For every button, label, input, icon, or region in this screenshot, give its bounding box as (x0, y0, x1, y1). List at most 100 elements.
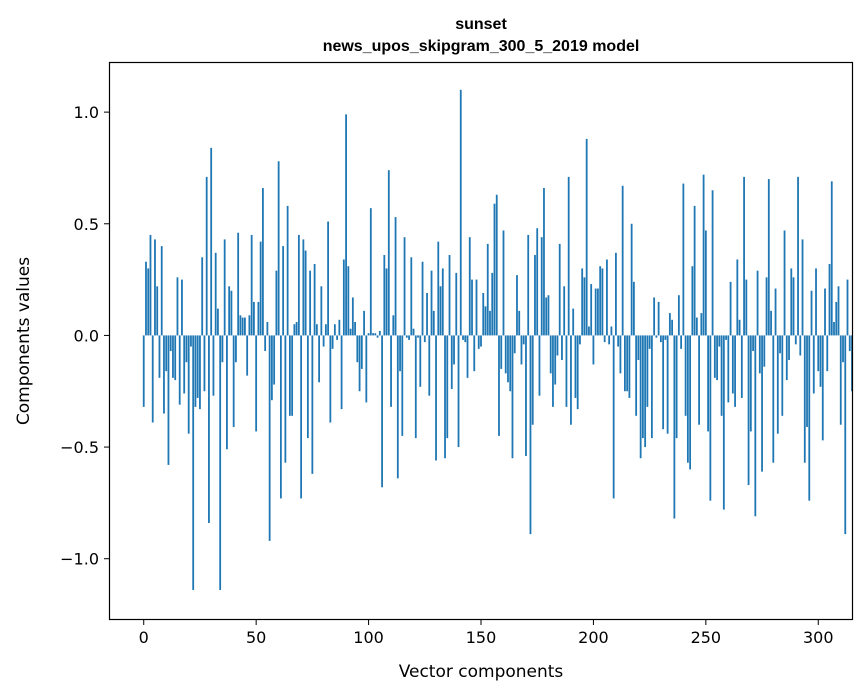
bar-component-265 (738, 319, 741, 336)
bar-component-105 (378, 330, 381, 336)
bar-component-101 (369, 208, 372, 336)
bar-component-287 (788, 335, 790, 360)
bar-component-257 (720, 335, 723, 416)
bar-component-263 (734, 335, 736, 407)
y-tick-label: 0.0 (74, 326, 99, 345)
bar-component-242 (686, 335, 689, 463)
bar-component-56 (268, 335, 271, 541)
bar-component-162 (507, 335, 509, 383)
x-axis-ticks: 0 50 100 150 200 250 300 (139, 619, 834, 647)
bar-component-183 (554, 335, 557, 385)
bar-component-179 (545, 297, 548, 336)
bar-component-138 (453, 335, 455, 365)
bar-component-163 (509, 335, 512, 392)
bar-component-270 (749, 335, 752, 432)
bar-component-64 (286, 205, 289, 336)
bar-component-171 (527, 234, 530, 336)
bar-component-129 (432, 310, 435, 336)
bar-component-61 (279, 335, 282, 499)
bar-component-74 (309, 270, 312, 336)
bar-component-72 (304, 250, 307, 336)
bar-component-52 (259, 241, 262, 336)
bar-component-304 (826, 335, 829, 372)
bar-component-51 (257, 301, 260, 336)
bar-component-284 (781, 335, 784, 416)
bar-component-281 (774, 288, 777, 336)
bar-component-141 (459, 89, 462, 336)
bar-component-198 (588, 326, 590, 336)
bar-component-197 (585, 138, 588, 336)
bar-component-165 (513, 335, 516, 354)
bar-component-43 (239, 315, 242, 336)
bar-component-45 (244, 317, 246, 336)
bar-component-253 (711, 190, 714, 336)
bar-component-36 (223, 239, 226, 336)
bar-component-167 (518, 310, 521, 336)
bar-component-306 (830, 181, 833, 336)
bar-component-34 (219, 335, 222, 590)
bar-component-298 (812, 335, 815, 394)
bar-component-46 (246, 335, 249, 376)
y-tick-label: 1.0 (74, 103, 99, 122)
bar-component-41 (235, 335, 237, 363)
bar-component-89 (342, 259, 345, 336)
bar-component-210 (615, 252, 617, 336)
y-axis-label: Components values (14, 257, 34, 425)
bar-component-153 (486, 243, 489, 336)
bar-component-239 (680, 335, 683, 349)
bar-component-286 (785, 335, 788, 381)
bar-component-73 (306, 335, 309, 439)
bar-component-78 (318, 335, 321, 383)
bar-component-195 (581, 268, 584, 336)
bars-group (142, 89, 853, 590)
bar-component-21 (190, 335, 192, 347)
bar-component-47 (248, 315, 251, 336)
bar-component-231 (662, 335, 665, 430)
bar-component-277 (765, 277, 768, 336)
bar-component-234 (668, 313, 671, 336)
bar-component-145 (468, 237, 471, 336)
bar-component-178 (543, 188, 545, 336)
bar-component-83 (329, 335, 332, 423)
bar-component-24 (196, 335, 199, 398)
bar-component-160 (502, 230, 505, 336)
bar-component-53 (262, 188, 264, 336)
bar-component-10 (165, 335, 168, 372)
bar-component-213 (621, 185, 624, 336)
bar-component-96 (358, 335, 361, 392)
bar-component-196 (583, 277, 586, 336)
bar-component-40 (232, 335, 235, 427)
bar-component-154 (489, 310, 491, 336)
bar-component-166 (516, 275, 518, 336)
chart-subtitle: news_upos_skipgram_300_5_2019 model (323, 38, 640, 55)
bar-component-132 (439, 286, 442, 336)
bar-component-276 (763, 335, 766, 367)
bar-component-104 (376, 335, 379, 338)
bar-component-269 (747, 335, 750, 486)
bar-component-29 (208, 335, 210, 523)
bar-component-54 (264, 335, 267, 352)
bar-component-238 (677, 295, 680, 336)
bar-component-172 (529, 335, 532, 535)
bar-component-92 (349, 328, 352, 336)
bar-component-230 (659, 335, 662, 343)
bar-component-184 (556, 335, 559, 356)
bar-component-38 (228, 286, 231, 336)
bar-component-106 (381, 335, 383, 488)
bar-component-88 (340, 335, 343, 410)
bar-component-185 (558, 243, 561, 336)
bar-component-28 (205, 176, 208, 336)
bar-component-209 (612, 335, 615, 499)
bar-component-182 (552, 335, 554, 407)
bar-component-91 (347, 266, 350, 336)
bar-component-27 (203, 335, 206, 392)
bar-component-8 (160, 246, 163, 336)
bar-component-133 (441, 268, 444, 336)
bar-component-4 (151, 335, 154, 423)
bar-component-86 (336, 335, 338, 340)
bar-component-255 (716, 335, 718, 381)
bar-component-11 (167, 335, 170, 465)
bar-component-175 (536, 228, 539, 336)
bar-component-282 (776, 335, 779, 434)
bar-component-312 (844, 335, 847, 535)
